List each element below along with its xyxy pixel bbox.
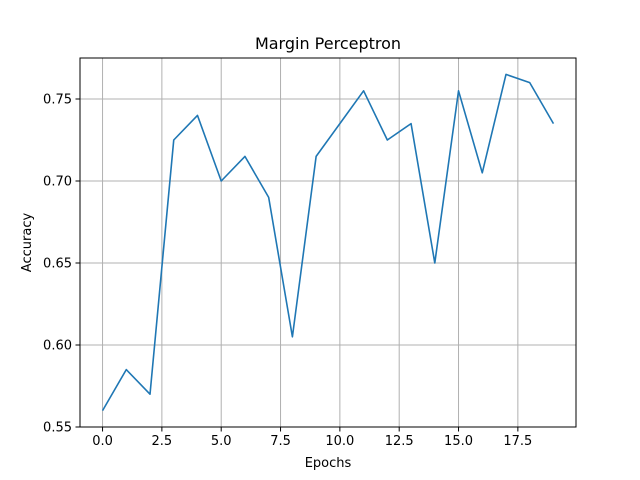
x-tick-label: 7.5 [270, 434, 291, 449]
y-tick-label: 0.75 [43, 93, 72, 108]
chart-title: Margin Perceptron [255, 34, 401, 53]
x-tick-label: 17.5 [503, 434, 532, 449]
x-tick-label: 10.0 [325, 434, 354, 449]
y-tick-label: 0.65 [43, 257, 72, 272]
y-axis: 0.55 0.60 0.65 0.70 0.75 [43, 93, 80, 436]
x-tick-label: 5.0 [211, 434, 232, 449]
y-tick-label: 0.60 [43, 339, 72, 354]
x-tick-label: 12.5 [385, 434, 414, 449]
x-axis-title: Epochs [305, 456, 352, 471]
grid [80, 58, 576, 428]
series-line [101, 73, 555, 412]
plot-frame [79, 57, 577, 428]
series-layer [101, 73, 555, 412]
y-tick-label: 0.55 [43, 421, 72, 436]
x-tick-label: 15.0 [444, 434, 473, 449]
x-tick-label: 0.0 [92, 434, 113, 449]
y-axis-title: Accuracy [20, 213, 35, 273]
y-tick-label: 0.70 [43, 175, 72, 190]
x-tick-label: 2.5 [152, 434, 173, 449]
x-axis: 0.0 2.5 5.0 7.5 10.0 12.5 15.0 17.5 [92, 427, 532, 449]
